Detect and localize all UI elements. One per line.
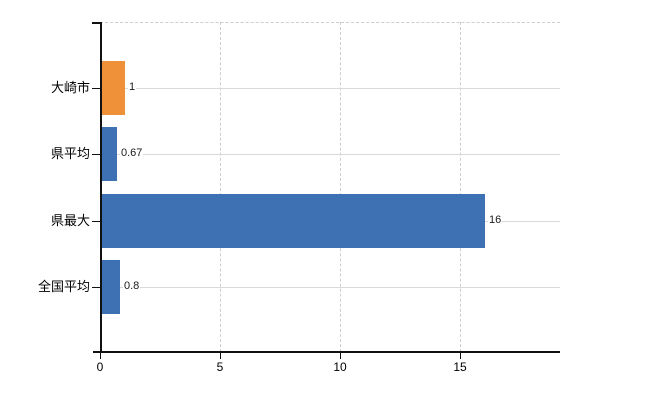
y-axis-top-tick <box>92 22 100 24</box>
x-axis <box>93 351 560 353</box>
y-axis-tick <box>92 286 100 288</box>
x-axis-tick <box>339 353 341 359</box>
bar <box>101 194 485 248</box>
bar-value-label: 0.8 <box>123 279 141 294</box>
h-gridline <box>100 154 560 155</box>
h-gridline <box>100 287 560 288</box>
category-label: 全国平均 <box>37 279 90 294</box>
category-label: 県最大 <box>50 213 90 228</box>
x-tick-label: 0 <box>96 360 104 374</box>
x-tick-label: 15 <box>453 360 467 374</box>
y-axis-tick <box>92 220 100 222</box>
category-label: 大崎市 <box>50 80 90 95</box>
bar-value-label: 16 <box>488 213 503 228</box>
v-gridline <box>460 22 461 352</box>
h-gridline <box>100 88 560 89</box>
x-axis-tick <box>99 353 101 359</box>
y-axis-tick <box>92 87 100 89</box>
x-axis-tick <box>459 353 461 359</box>
x-tick-label: 10 <box>333 360 347 374</box>
category-label: 県平均 <box>50 146 90 161</box>
y-axis-tick <box>92 153 100 155</box>
x-tick-label: 5 <box>216 360 224 374</box>
v-gridline <box>340 22 341 352</box>
y-axis <box>100 22 102 352</box>
v-gridline <box>220 22 221 352</box>
x-axis-tick <box>219 353 221 359</box>
bar-value-label: 1 <box>128 80 137 95</box>
bar-value-label: 0.67 <box>120 146 144 161</box>
bar <box>101 260 120 314</box>
plot-top-border <box>100 22 560 23</box>
bar <box>101 61 125 115</box>
bar <box>101 127 117 181</box>
